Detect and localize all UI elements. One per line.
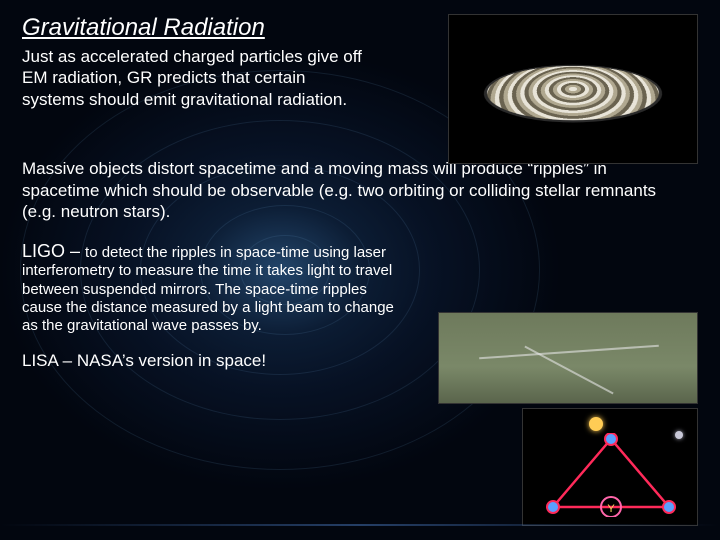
- intro-paragraph: Just as accelerated charged particles gi…: [22, 46, 362, 110]
- svg-text:Y: Y: [607, 503, 615, 515]
- ligo-lead: LIGO –: [22, 241, 85, 261]
- spacetime-ripple-figure: [448, 14, 698, 164]
- ligo-arm-icon: [479, 345, 659, 360]
- ligo-block: LIGO – to detect the ripples in space-ti…: [22, 241, 402, 335]
- sun-icon: [589, 417, 603, 431]
- footer-divider: [0, 524, 720, 526]
- lisa-triangle-icon: Y: [541, 433, 681, 517]
- ripples-paragraph: Massive objects distort spacetime and a …: [22, 158, 682, 223]
- ripple-surface-icon: [473, 66, 673, 120]
- lisa-triangle-figure: Y: [522, 408, 698, 526]
- ligo-facility-figure: [438, 312, 698, 404]
